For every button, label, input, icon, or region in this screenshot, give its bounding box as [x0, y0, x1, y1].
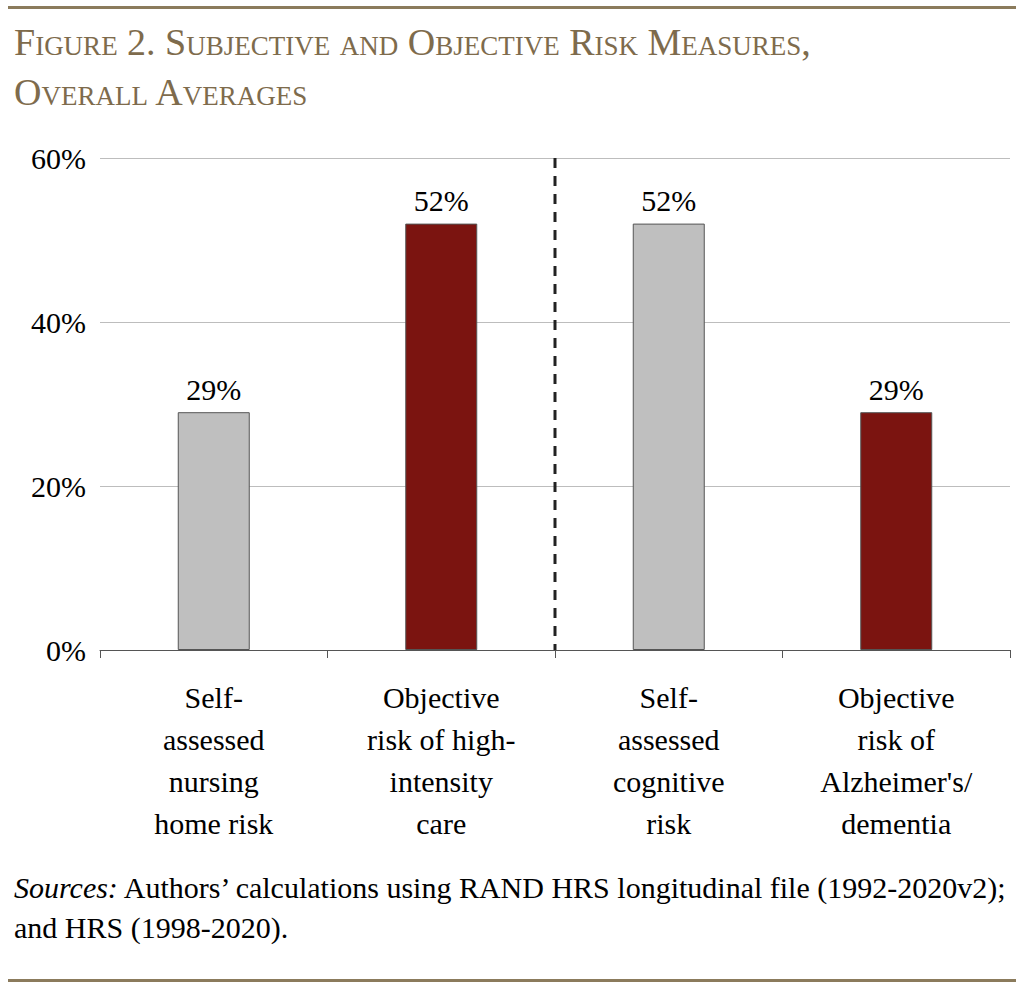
html-text:Figure 2. Subjective and Objec: Figure 2. Subjective and Objective Risk … [14, 21, 811, 113]
svg-text:Objective: Objective [383, 681, 500, 714]
svg-text:Self-: Self- [185, 681, 243, 714]
svg-text:29%: 29% [186, 373, 241, 406]
svg-text:52%: 52% [414, 184, 469, 217]
svg-text:dementia: dementia [841, 807, 951, 840]
svg-text:20%: 20% [31, 470, 86, 503]
svg-text:risk of: risk of [858, 723, 936, 756]
svg-text:risk: risk [646, 807, 691, 840]
svg-text:cognitive: cognitive [613, 765, 725, 798]
svg-text:risk of high-: risk of high- [367, 723, 515, 756]
svg-text:Self-: Self- [640, 681, 698, 714]
svg-text:Objective: Objective [838, 681, 955, 714]
svg-text:assessed: assessed [618, 723, 720, 756]
svg-text:29%: 29% [869, 373, 924, 406]
svg-text:home risk: home risk [154, 807, 273, 840]
svg-text:nursing: nursing [169, 765, 259, 798]
html-text:Sources: Authors’ calculations: Sources: Authors’ calculations using RAN… [14, 871, 1006, 944]
svg-text:Alzheimer's/: Alzheimer's/ [820, 765, 973, 798]
svg-text:52%: 52% [641, 184, 696, 217]
svg-text:60%: 60% [31, 142, 86, 175]
svg-text:40%: 40% [31, 306, 86, 339]
svg-text:care: care [416, 807, 466, 840]
svg-text:0%: 0% [46, 634, 86, 667]
svg-text:assessed: assessed [163, 723, 265, 756]
svg-text:intensity: intensity [390, 765, 493, 798]
